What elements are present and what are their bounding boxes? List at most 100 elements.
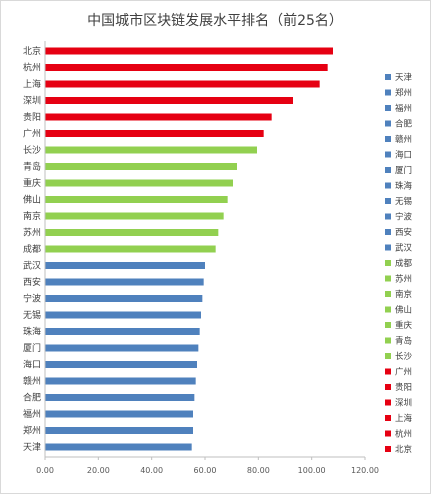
bar-0 [45,47,333,55]
legend-swatch [385,260,391,266]
legend-label: 海口 [395,150,412,161]
legend-label: 长沙 [395,351,413,362]
legend-swatch [385,182,391,189]
bar-5 [45,130,264,137]
x-axis: 0.00 20.00 40.00 60.00 80.00 100.00 120.00 [36,41,379,475]
legend-swatch [385,368,391,375]
bar-9 [45,196,228,203]
legend-label: 上海 [395,413,413,424]
category-label: 西安 [23,276,41,288]
legend-label: 北京 [395,444,412,455]
bar-1 [45,64,328,71]
bar-19 [45,361,197,368]
category-label: 武汉 [23,260,41,272]
legend-swatch [385,306,391,313]
bar-15 [45,295,203,302]
legend-label: 福州 [395,103,412,114]
bar-17 [45,328,200,335]
x-tick-label: 60.00 [194,466,217,475]
bar-2 [45,80,320,88]
category-label: 无锡 [23,310,41,321]
category-label: 赣州 [23,375,41,387]
legend-swatch [385,430,391,437]
legend-label: 珠海 [395,181,413,192]
legend-swatch [385,353,391,359]
category-labels: 北京杭州上海深圳贵阳广州长沙青岛重庆佛山南京苏州成都武汉西安宁波无锡珠海厦门海口… [23,45,41,453]
legend-swatch [385,105,391,111]
category-label: 海口 [23,359,41,371]
bar-3 [45,97,293,104]
category-label: 重庆 [23,177,41,189]
bar-18 [45,344,199,352]
x-tick-label: 40.00 [140,466,163,475]
legend-label: 天津 [395,72,413,83]
x-tick-label: 120.00 [351,466,379,475]
legend-swatch [385,89,391,96]
legend-swatch [385,275,391,282]
category-label: 珠海 [23,326,41,338]
legend-swatch [385,399,391,406]
bar-21 [45,394,195,401]
legend-swatch [385,198,391,204]
category-label: 长沙 [23,144,41,156]
legend-swatch [385,322,391,328]
legend-swatch [385,337,391,344]
legend-swatch [385,446,391,452]
legend-swatch [385,136,391,142]
x-tick-label: 0.00 [36,466,54,475]
category-label: 厦门 [23,342,41,354]
x-tick-label: 20.00 [87,466,110,475]
legend-label: 杭州 [395,429,412,440]
legend-label: 广州 [395,367,412,378]
legend-swatch [385,120,391,127]
legend-swatch [385,384,391,390]
bar-20 [45,377,196,385]
legend-label: 深圳 [395,398,412,409]
legend-swatch [385,244,391,251]
bar-8 [45,179,233,187]
category-label: 贵阳 [23,111,41,123]
legend-swatch [385,151,391,158]
chart-title: 中国城市区块链发展水平排名（前25名） [87,12,343,29]
bar-11 [45,229,219,236]
category-label: 广州 [23,128,41,140]
legend-swatch [385,74,391,80]
legend-label: 无锡 [395,197,413,207]
legend-swatch [385,291,391,297]
bar-7 [45,163,237,170]
legend-label: 佛山 [395,305,412,316]
category-label: 杭州 [23,62,41,74]
legend-swatch [385,167,391,173]
bar-6 [45,146,257,154]
category-label: 青岛 [23,161,41,173]
legend-label: 武汉 [395,243,413,254]
legend-label: 苏州 [395,274,412,285]
category-label: 成都 [23,243,41,255]
category-label: 郑州 [23,425,41,437]
bar-10 [45,212,224,220]
bar-16 [45,311,201,319]
bars-layer [45,47,333,451]
x-tick-label: 80.00 [247,466,270,475]
category-label: 福州 [23,408,41,420]
category-label: 上海 [23,78,41,90]
legend-label: 赣州 [395,134,412,145]
bar-12 [45,245,216,253]
legend-label: 重庆 [395,320,413,331]
bar-4 [45,113,272,121]
bar-22 [45,410,193,418]
legend-swatch [385,415,391,421]
legend-label: 宁波 [395,212,413,223]
legend-label: 厦门 [395,165,412,176]
category-label: 深圳 [23,96,41,107]
category-label: 苏州 [23,227,41,239]
bar-14 [45,278,204,286]
bar-23 [45,427,193,434]
legend-label: 青岛 [395,336,412,347]
legend-swatch [385,213,391,220]
bar-24 [45,443,192,451]
category-label: 合肥 [23,392,41,404]
legend-label: 合肥 [395,119,413,130]
